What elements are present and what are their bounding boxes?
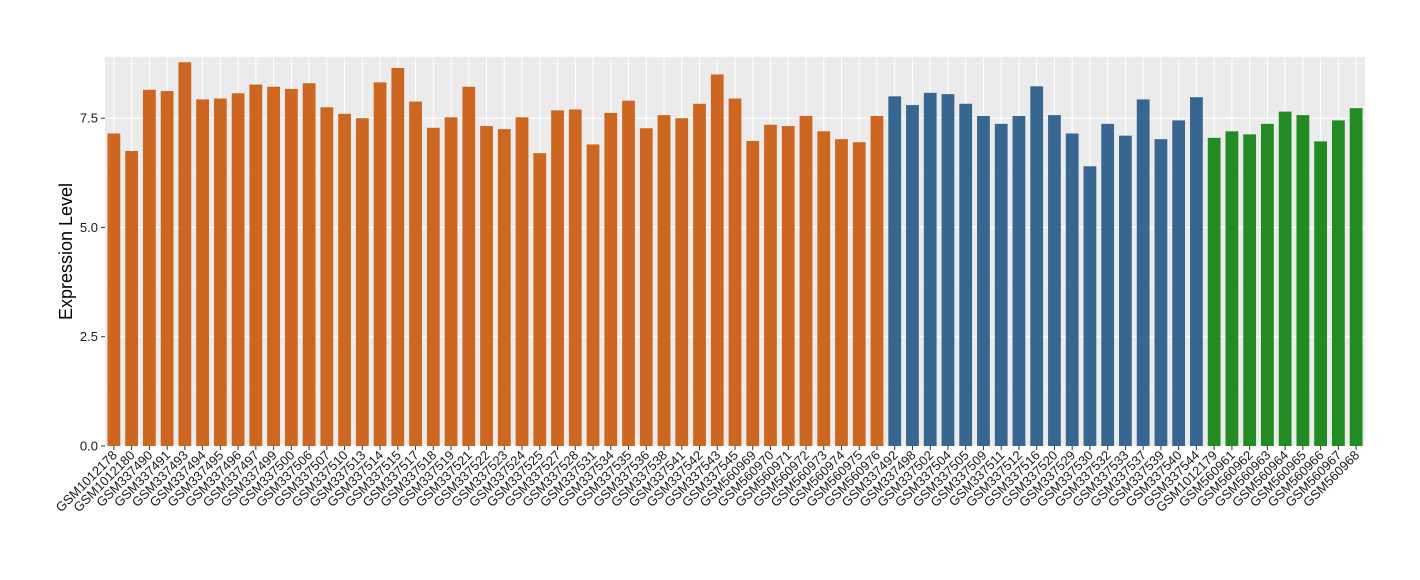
bar-GSM337533 bbox=[1119, 135, 1132, 446]
bar-GSM337545 bbox=[728, 98, 742, 447]
bar-GSM337498 bbox=[906, 105, 919, 447]
bar-GSM337499 bbox=[267, 86, 280, 447]
bar-GSM560973 bbox=[817, 131, 831, 446]
bar-GSM337529 bbox=[1065, 133, 1079, 446]
bar-GSM337511 bbox=[994, 123, 1008, 446]
bar-GSM337518 bbox=[426, 127, 440, 447]
bar-GSM337535 bbox=[622, 100, 635, 447]
bar-GSM337491 bbox=[160, 91, 174, 446]
bar-GSM337512 bbox=[1012, 116, 1026, 446]
bar-GSM560975 bbox=[852, 142, 866, 446]
bar-GSM337539 bbox=[1154, 139, 1168, 447]
bar-GSM337496 bbox=[231, 93, 245, 446]
bar-GSM337541 bbox=[675, 118, 689, 446]
bar-GSM337510 bbox=[338, 113, 351, 446]
bar-GSM337509 bbox=[977, 116, 990, 446]
bar-GSM1012180 bbox=[125, 150, 139, 446]
bar-GSM337525 bbox=[533, 153, 547, 447]
bar-GSM337495 bbox=[213, 98, 227, 447]
bar-GSM337517 bbox=[409, 101, 422, 446]
bar-GSM337543 bbox=[710, 74, 724, 446]
y-tick-label: 5.0 bbox=[80, 220, 98, 235]
bar-GSM1012178 bbox=[107, 133, 121, 446]
bar-GSM560970 bbox=[764, 124, 777, 446]
bar-GSM337500 bbox=[284, 88, 298, 446]
bar-GSM337523 bbox=[497, 129, 511, 446]
bar-GSM337493 bbox=[178, 62, 192, 447]
bar-GSM337527 bbox=[551, 110, 564, 446]
y-axis-title: Expression Level bbox=[56, 183, 76, 320]
x-axis: GSM1012178GSM1012180GSM337490GSM337491GS… bbox=[53, 446, 1362, 515]
bar-GSM337513 bbox=[355, 118, 369, 446]
bar-GSM1012179 bbox=[1207, 137, 1221, 446]
bar-GSM560971 bbox=[781, 126, 795, 447]
bar-GSM337528 bbox=[568, 109, 582, 447]
bar-GSM560969 bbox=[746, 140, 760, 446]
bar-GSM337520 bbox=[1048, 115, 1061, 446]
y-tick-label: 2.5 bbox=[80, 329, 98, 344]
bar-GSM337492 bbox=[888, 96, 902, 446]
bar-GSM560965 bbox=[1296, 115, 1310, 446]
y-axis: 0.0 2.5 5.0 7.5 bbox=[80, 111, 105, 454]
bar-GSM337494 bbox=[196, 99, 209, 446]
y-tick-label: 0.0 bbox=[80, 439, 98, 454]
bar-GSM337536 bbox=[639, 128, 653, 446]
bar-GSM337534 bbox=[604, 112, 618, 446]
bar-GSM337530 bbox=[1083, 166, 1097, 447]
bar-GSM337538 bbox=[657, 115, 671, 446]
bar-GSM560976 bbox=[870, 116, 884, 446]
bar-GSM337507 bbox=[320, 107, 334, 447]
bar-GSM337502 bbox=[923, 92, 937, 446]
bar-GSM337532 bbox=[1101, 123, 1115, 446]
bar-GSM337544 bbox=[1190, 97, 1203, 446]
bar-GSM337514 bbox=[373, 82, 387, 447]
bar-GSM560964 bbox=[1278, 111, 1292, 447]
bar-GSM337505 bbox=[959, 103, 973, 446]
bar-GSM337504 bbox=[941, 94, 955, 447]
bar-GSM337522 bbox=[480, 126, 493, 447]
bar-GSM560972 bbox=[799, 116, 813, 446]
bar-GSM337521 bbox=[462, 86, 476, 447]
bar-GSM560963 bbox=[1261, 123, 1274, 446]
bar-GSM337537 bbox=[1136, 99, 1150, 446]
y-tick-label: 7.5 bbox=[80, 111, 98, 126]
bar-GSM337542 bbox=[693, 103, 706, 446]
bar-GSM337519 bbox=[444, 117, 458, 446]
bar-GSM337516 bbox=[1030, 86, 1044, 446]
bar-GSM337506 bbox=[302, 83, 316, 446]
bar-GSM560962 bbox=[1243, 134, 1257, 446]
bar-GSM560968 bbox=[1349, 108, 1363, 447]
bar-GSM337540 bbox=[1172, 120, 1186, 446]
bar-GSM560961 bbox=[1225, 131, 1239, 446]
bar-GSM337515 bbox=[391, 67, 405, 446]
bar-GSM337531 bbox=[586, 144, 600, 447]
bar-GSM560967 bbox=[1331, 120, 1345, 446]
bar-GSM560966 bbox=[1314, 141, 1328, 446]
bars bbox=[107, 62, 1363, 447]
bar-GSM337497 bbox=[249, 84, 263, 447]
bar-GSM560974 bbox=[835, 139, 848, 447]
bar-GSM337490 bbox=[142, 89, 156, 447]
bar-GSM337524 bbox=[515, 117, 529, 446]
